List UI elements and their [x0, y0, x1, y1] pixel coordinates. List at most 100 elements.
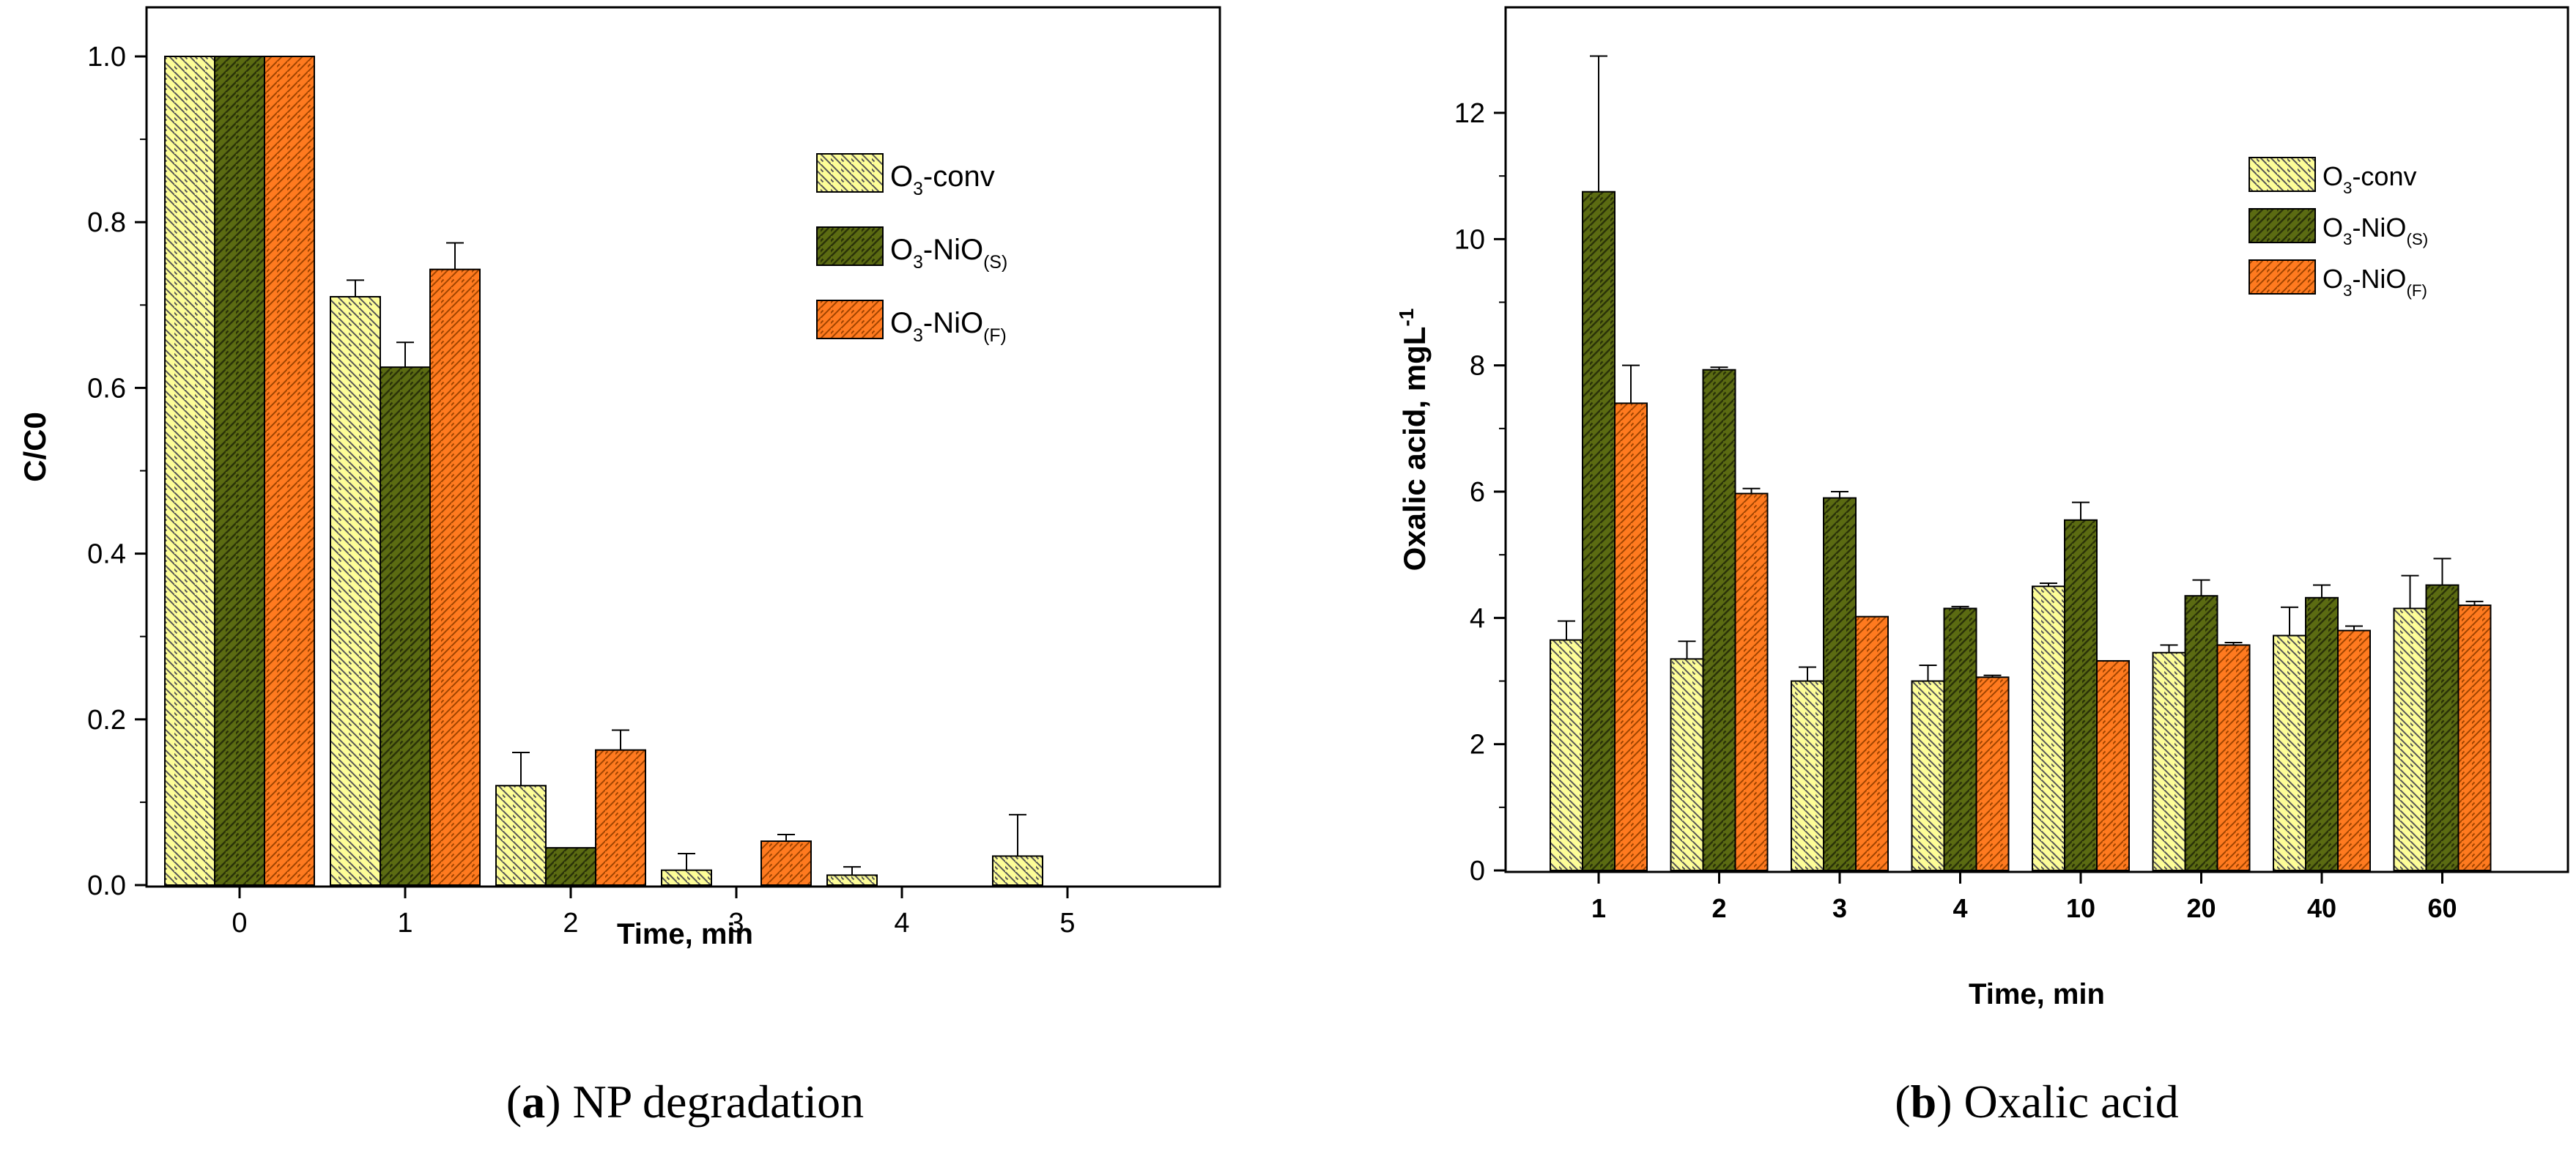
b-y-tick-label: 4: [1470, 603, 1485, 634]
a-legend-label-nios: O3-NiO(S): [890, 234, 1007, 273]
panel-a-caption-text: NP degradation: [561, 1076, 865, 1128]
a-bar-conv-5: [992, 855, 1043, 887]
a-y-tick-label: 0.6: [87, 373, 126, 404]
a-bar-nios-0: [214, 56, 265, 886]
panel-a-plot-frame: [145, 6, 1221, 888]
panel-a-x-axis: 0 1 2 3 4 5: [232, 887, 1076, 939]
a-x-tick-label: 1: [397, 908, 412, 939]
b-bar-nios-3: [1823, 497, 1857, 872]
b-bar-conv-3: [1791, 680, 1824, 872]
panel-a-bars: [164, 56, 1043, 887]
panel-a-caption-letter: a: [522, 1076, 545, 1128]
b-x-tick-label: 40: [2307, 893, 2336, 923]
b-x-tick-label: 3: [1832, 893, 1847, 923]
b-x-tick-label: 20: [2186, 893, 2216, 923]
b-y-tick-label: 10: [1454, 224, 1485, 255]
b-bar-niof-60: [2457, 604, 2492, 872]
b-bar-nios-20: [2184, 595, 2218, 872]
b-legend-swatch-niof: [2249, 259, 2316, 295]
b-x-tick-label: 4: [1953, 893, 1967, 923]
panel-b-y-axis-title: Oxalic acid, mgL-1: [1395, 308, 1432, 572]
a-bar-niof-0: [264, 56, 315, 886]
a-legend-swatch-nios: [816, 226, 884, 266]
panel-b-caption-letter: b: [1911, 1076, 1937, 1128]
b-bar-conv-2: [1670, 658, 1704, 872]
b-legend-swatch-conv: [2249, 157, 2316, 192]
a-legend-label-niof: O3-NiO(F): [890, 307, 1007, 346]
b-bar-niof-10: [2096, 659, 2130, 872]
panel-b-legend: O3-conv O3-NiO(S) O3-NiO(F): [2249, 157, 2428, 300]
b-legend-label-niof: O3-NiO(F): [2323, 264, 2427, 300]
a-bar-conv-4: [826, 874, 878, 886]
b-x-tick-label: 2: [1711, 893, 1726, 923]
b-bar-nios-10: [2064, 519, 2098, 872]
b-y-tick-label: 0: [1470, 856, 1485, 887]
a-bar-nios-1: [380, 366, 431, 886]
b-x-tick-label: 1: [1591, 893, 1606, 923]
a-x-tick-label: 5: [1059, 908, 1075, 939]
a-bar-niof-3: [760, 840, 812, 887]
a-bar-niof-2: [595, 749, 646, 886]
panel-a-chart: 0.0 0.2 0.4 0.6 0.8 1.0 0 1 2 3 4 5 C/C0 Time, min…: [18, 6, 1221, 1128]
a-y-tick-label: 0.4: [87, 539, 126, 570]
b-bar-conv-10: [2032, 585, 2065, 871]
a-y-tick-label: 0.8: [87, 207, 126, 238]
b-bar-conv-20: [2152, 651, 2186, 871]
b-bar-niof-1: [1614, 402, 1648, 871]
a-bar-conv-2: [495, 785, 547, 887]
b-bar-niof-40: [2337, 629, 2371, 871]
a-x-tick-label: 3: [728, 908, 744, 939]
panel-a-x-axis-title: Time, min: [617, 918, 753, 950]
b-y-tick-label: 8: [1470, 351, 1485, 382]
b-bar-niof-4: [1975, 676, 2010, 872]
b-legend-label-nios: O3-NiO(S): [2323, 212, 2428, 248]
b-bar-conv-40: [2273, 635, 2306, 871]
panel-b-caption: (b) Oxalic acid: [1895, 1076, 2178, 1128]
panel-b-plot-frame: [1504, 6, 2569, 873]
panel-b-caption-text: Oxalic acid: [1953, 1076, 2179, 1128]
b-bar-conv-4: [1911, 680, 1945, 872]
b-bar-niof-3: [1855, 615, 1889, 871]
panel-a-y-axis-title: C/C0: [18, 412, 52, 482]
panel-b-x-axis: 1 2 3 4 10 20 40 60: [1591, 872, 2457, 923]
a-y-tick-label: 0.2: [87, 705, 126, 736]
a-x-tick-label: 0: [232, 908, 247, 939]
panel-a-legend: O3-conv O3-NiO(S) O3-NiO(F): [816, 153, 1007, 346]
b-y-tick-label: 2: [1470, 730, 1485, 761]
b-bar-nios-60: [2425, 584, 2460, 872]
b-y-tick-label: 6: [1470, 477, 1485, 508]
b-bar-niof-2: [1734, 492, 1769, 871]
a-bar-conv-0: [164, 56, 215, 886]
a-bar-nios-2: [545, 847, 596, 886]
panel-b-bars: [1550, 55, 2492, 872]
b-bar-nios-2: [1702, 369, 1736, 872]
b-bar-conv-1: [1550, 639, 1583, 871]
b-legend-swatch-nios: [2249, 208, 2316, 243]
b-bar-niof-20: [2216, 644, 2251, 871]
a-x-tick-label: 4: [894, 908, 909, 939]
a-y-tick-label: 0.0: [87, 870, 126, 901]
b-legend-label-conv: O3-conv: [2323, 161, 2416, 197]
b-y-tick-label: 12: [1454, 98, 1485, 129]
panel-b-y-axis-title-main: Oxalic acid, mgL: [1397, 327, 1432, 572]
panel-b-x-axis-title: Time, min: [1969, 978, 2105, 1010]
b-bar-conv-60: [2393, 607, 2427, 871]
panel-a-caption: (a) NP degradation: [506, 1076, 864, 1128]
a-bar-conv-3: [661, 869, 712, 886]
a-legend-label-conv: O3-conv: [890, 160, 995, 199]
panel-b-y-axis-title-sup: -1: [1395, 308, 1418, 327]
b-bar-nios-40: [2305, 596, 2339, 872]
a-bar-conv-1: [330, 295, 381, 886]
a-legend-swatch-conv: [816, 153, 884, 193]
panel-b-y-axis: 0 2 4 6 8 10 12: [1454, 98, 1506, 887]
a-bar-niof-1: [429, 268, 481, 886]
a-x-tick-label: 2: [563, 908, 578, 939]
b-x-tick-label: 10: [2066, 893, 2095, 923]
a-y-tick-label: 1.0: [87, 42, 126, 73]
a-legend-swatch-niof: [816, 300, 884, 339]
b-bar-nios-1: [1582, 191, 1615, 871]
panel-a-y-axis: 0.0 0.2 0.4 0.6 0.8 1.0: [87, 42, 147, 901]
b-x-tick-label: 60: [2427, 893, 2457, 923]
